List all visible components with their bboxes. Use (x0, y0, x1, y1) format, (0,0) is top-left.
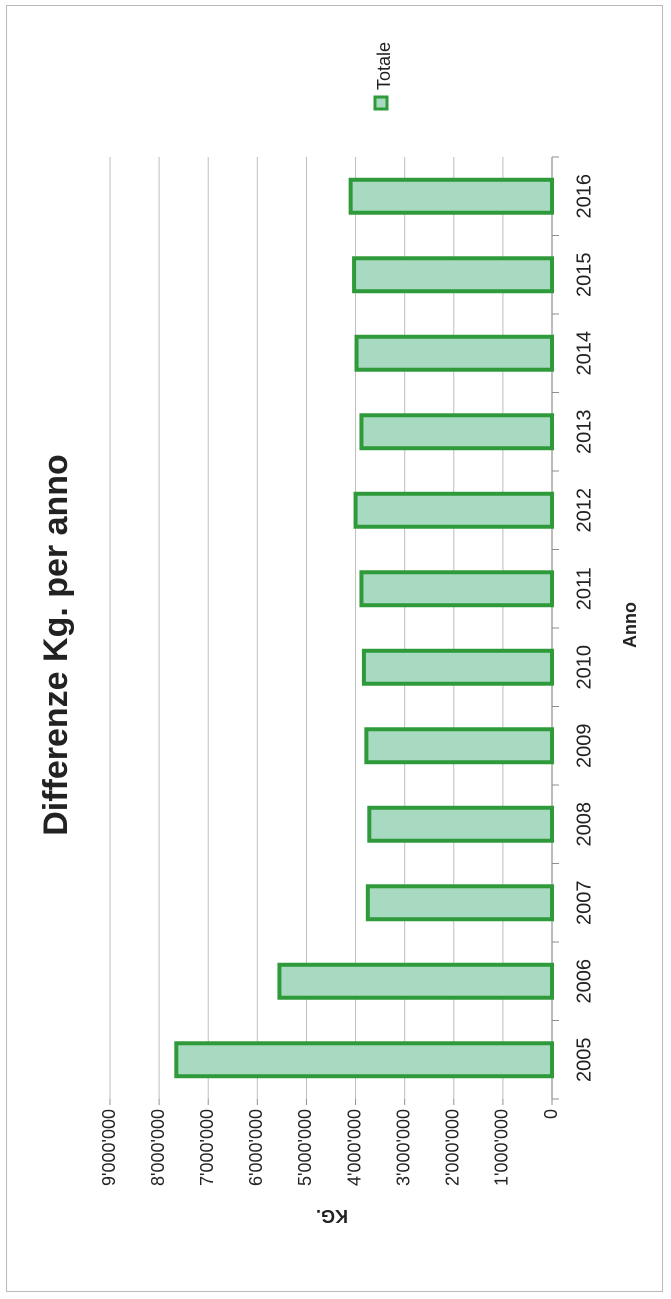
bar (352, 256, 554, 294)
bar (364, 727, 554, 765)
legend-swatch (373, 95, 389, 111)
y-tick-label: 9'000'000 (99, 1109, 119, 1186)
bar (359, 570, 554, 608)
y-tick-label: 4'000'000 (344, 1109, 364, 1186)
x-tick-label: 2012 (573, 488, 595, 533)
x-tick-label: 2015 (573, 253, 595, 298)
x-tick-label: 2005 (573, 1038, 595, 1083)
legend: Totale (373, 42, 394, 111)
bar (359, 413, 554, 451)
bar (174, 1041, 555, 1079)
axes (109, 156, 559, 1105)
x-axis-title: Anno (620, 602, 640, 648)
bar (277, 962, 554, 1000)
y-tick-label: 2'000'000 (443, 1109, 463, 1186)
y-tick-label: 3'000'000 (393, 1109, 413, 1186)
x-tick-label: 2013 (573, 410, 595, 455)
x-tick-label: 2016 (573, 174, 595, 219)
tick-labels: 0 1'000'000 2'000'000 3'000'000 4'000'000 5'0… (99, 174, 596, 1186)
gridlines (109, 157, 504, 1099)
legend-label: Totale (374, 42, 394, 90)
y-tick-label: 5'000'000 (295, 1109, 315, 1186)
x-tick-label: 2007 (573, 881, 595, 926)
bar (361, 648, 554, 686)
chart-title: Differenze Kg. per anno (37, 454, 75, 836)
x-tick-label: 2010 (573, 645, 595, 690)
x-tick-label: 2011 (573, 567, 595, 610)
bar (353, 491, 554, 529)
y-tick-label: 1'000'000 (492, 1109, 512, 1186)
y-tick-label: 6'000'000 (246, 1109, 266, 1186)
x-tick-label: 2008 (573, 802, 595, 847)
bar (365, 884, 555, 922)
y-tick-label: 8'000'000 (148, 1109, 168, 1186)
y-tick-label: 7'000'000 (197, 1109, 217, 1186)
x-tick-label: 2006 (573, 959, 595, 1004)
y-axis-title: KG. (316, 1206, 348, 1226)
x-tick-label: 2014 (573, 331, 595, 376)
y-tick-label: 0 (541, 1109, 561, 1119)
bar (354, 334, 554, 372)
x-tick-label: 2009 (573, 724, 595, 769)
bars (174, 177, 555, 1079)
bar (367, 805, 554, 843)
bar (348, 177, 554, 215)
